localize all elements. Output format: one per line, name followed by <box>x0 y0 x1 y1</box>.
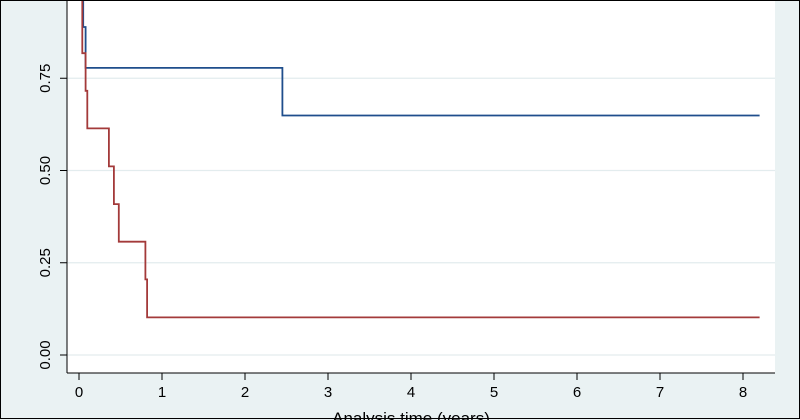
ticks: 0.00 0.25 0.50 0.75 0 1 2 3 4 5 6 7 8 <box>37 64 747 401</box>
x-tick-label-6: 6 <box>573 384 581 401</box>
x-axis-title: Analysis time (years) <box>332 409 490 420</box>
y-tick-label-2: 0.50 <box>37 156 54 185</box>
series-group <box>81 1 760 319</box>
x-tick-label-5: 5 <box>490 384 498 401</box>
y-tick-label-0: 0.00 <box>37 340 54 369</box>
grid-lines <box>67 77 775 356</box>
series-line-1 <box>82 1 760 117</box>
y-tick-label-1: 0.25 <box>37 248 54 277</box>
plot-area <box>67 1 775 373</box>
axes <box>66 1 775 374</box>
x-tick-label-7: 7 <box>656 384 664 401</box>
y-tick-label-3: 0.75 <box>37 64 54 93</box>
x-tick-label-8: 8 <box>739 384 747 401</box>
x-tick-label-1: 1 <box>158 384 166 401</box>
series-line-2 <box>81 1 760 319</box>
x-tick-label-0: 0 <box>75 384 83 401</box>
x-tick-label-3: 3 <box>324 384 332 401</box>
x-tick-label-4: 4 <box>407 384 415 401</box>
x-tick-label-2: 2 <box>241 384 249 401</box>
